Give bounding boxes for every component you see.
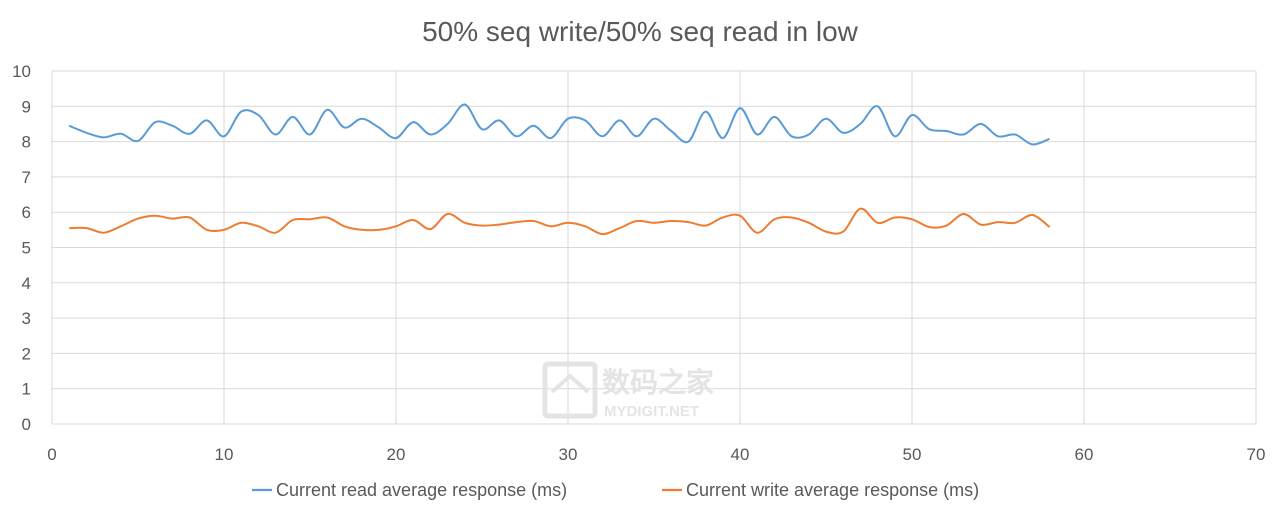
y-tick-label: 7 — [22, 168, 31, 187]
legend: Current read average response (ms) Curre… — [252, 480, 979, 500]
write-response-line — [69, 207, 1051, 236]
y-tick-label: 10 — [12, 62, 31, 81]
y-tick-label: 6 — [22, 203, 31, 222]
y-tick-label: 4 — [22, 274, 31, 293]
y-tick-label: 0 — [22, 415, 31, 434]
y-tick-label: 8 — [22, 133, 31, 152]
watermark-text: 数码之家 — [602, 366, 714, 398]
y-axis-ticks: 0 1 2 3 4 5 6 7 8 9 10 — [12, 62, 31, 434]
watermark-logo: 数码之家 MYDIGIT.NET — [542, 361, 714, 420]
x-tick-label: 30 — [559, 445, 578, 464]
watermark-subtext: MYDIGIT.NET — [604, 403, 699, 420]
y-tick-label: 9 — [22, 97, 31, 116]
series-lines — [68, 103, 1051, 236]
y-tick-label: 2 — [22, 344, 31, 363]
watermark-house-icon — [542, 361, 598, 419]
legend-label-read: Current read average response (ms) — [276, 480, 567, 500]
gridlines — [51, 70, 1257, 425]
x-tick-label: 70 — [1247, 445, 1266, 464]
x-axis-ticks: 0 10 20 30 40 50 60 70 — [47, 445, 1265, 464]
read-response-line — [68, 103, 1050, 146]
chart-title: 50% seq write/50% seq read in low — [422, 16, 859, 47]
x-tick-label: 40 — [731, 445, 750, 464]
x-tick-label: 0 — [47, 445, 56, 464]
y-tick-label: 3 — [22, 309, 31, 328]
x-tick-label: 10 — [215, 445, 234, 464]
x-tick-label: 50 — [903, 445, 922, 464]
y-tick-label: 1 — [22, 380, 31, 399]
x-tick-label: 60 — [1075, 445, 1094, 464]
x-tick-label: 20 — [387, 445, 406, 464]
legend-label-write: Current write average response (ms) — [686, 480, 979, 500]
y-tick-label: 5 — [22, 239, 31, 258]
